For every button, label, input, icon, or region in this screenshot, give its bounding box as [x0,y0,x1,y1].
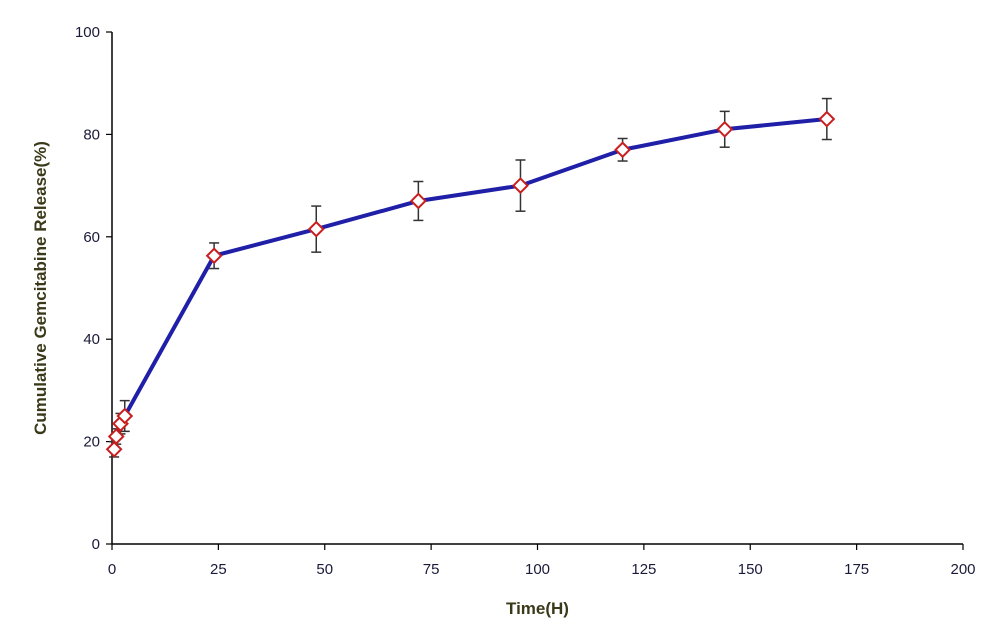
data-point [107,428,125,445]
x-axis-title: Time(H) [506,599,569,618]
y-tick-label: 20 [83,434,100,451]
x-tick-label: 50 [316,561,333,578]
x-ticks: 0 25 50 75 100 125 150 175 200 [108,544,976,578]
data-point [716,120,734,138]
data-markers [105,110,836,458]
y-tick-label: 60 [83,229,100,246]
data-point [614,141,632,159]
y-tick-label: 100 [75,24,100,41]
x-tick-label: 75 [423,561,440,578]
data-point [105,440,123,458]
x-tick-label: 125 [631,561,656,578]
y-tick-label: 40 [83,331,100,348]
data-point [512,177,529,195]
x-tick-label: 200 [950,561,975,578]
x-tick-label: 175 [844,561,869,578]
data-point [116,407,134,425]
x-tick-label: 25 [210,561,227,578]
y-tick-label: 80 [83,126,100,143]
data-point [818,110,836,128]
data-point [205,247,223,265]
x-tick-label: 100 [525,561,550,578]
x-tick-label: 150 [738,561,763,578]
x-tick-label: 0 [108,561,116,578]
y-ticks: 0 20 40 60 80 100 [75,24,112,553]
axes [111,32,963,545]
error-bars [109,97,832,458]
y-tick-label: 0 [92,536,100,553]
data-point [409,192,427,210]
data-point [307,220,325,238]
y-axis-title: Cumulative Gemcitabine Release(%) [31,141,50,435]
series-line [112,117,828,450]
